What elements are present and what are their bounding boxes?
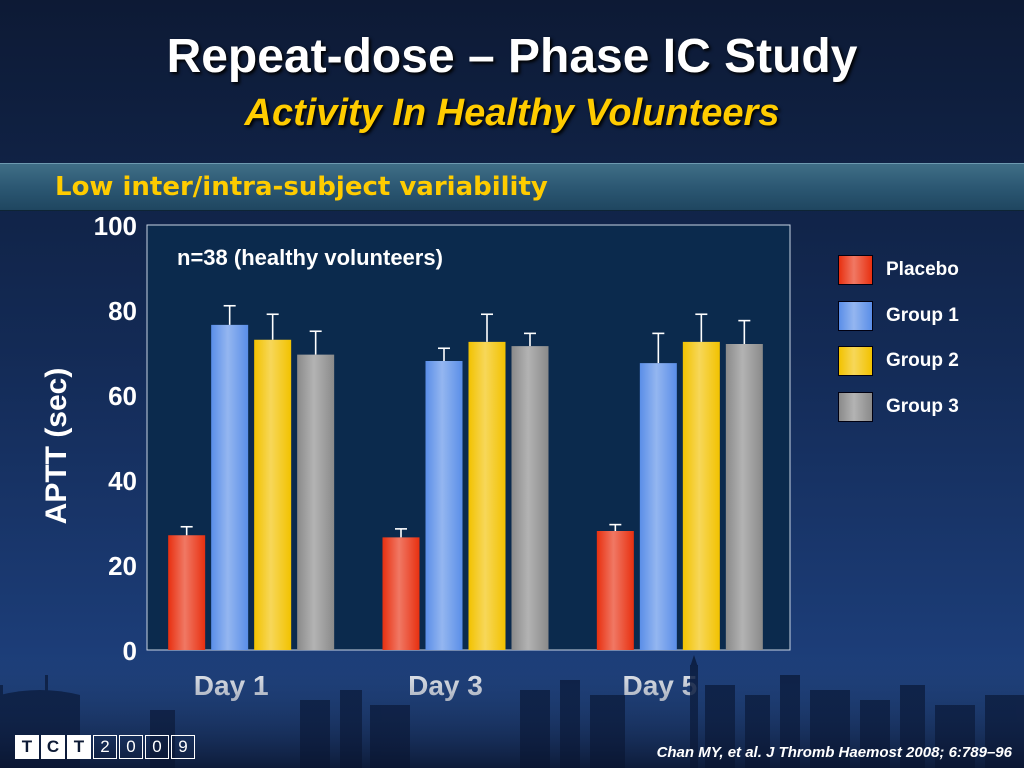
bar-group-1	[425, 361, 463, 650]
legend-label-placebo: Placebo	[886, 259, 959, 280]
legend-swatch-group-3	[838, 391, 873, 422]
legend-swatch-group-1	[838, 300, 873, 331]
y-tick-label: 60	[108, 381, 137, 411]
legend-label-group-2: Group 2	[886, 350, 959, 371]
subtitle-band: Low inter/intra-subject variability	[0, 163, 1024, 211]
bar-group-2	[254, 339, 292, 650]
chart-annotation: n=38 (healthy volunteers)	[177, 245, 443, 270]
citation: Chan MY, et al. J Thromb Haemost 2008; 6…	[656, 744, 1012, 761]
city-skyline-image	[0, 655, 1024, 768]
bar-group-3	[297, 354, 335, 650]
bar-placebo	[168, 535, 206, 650]
y-axis-label: APTT (sec)	[40, 368, 73, 525]
y-tick-label: 20	[108, 551, 137, 581]
logo-digit: 9	[171, 735, 195, 759]
bar-group-2	[468, 341, 506, 650]
bar-group-3	[511, 346, 549, 650]
logo-letter: C	[41, 735, 65, 759]
slide-title: Repeat-dose – Phase IC Study	[166, 30, 858, 83]
legend-item-placebo: Placebo	[838, 255, 1008, 285]
chart-legend: Placebo Group 1 Group 2 Group 3	[838, 255, 1008, 437]
legend-item-group-3: Group 3	[838, 391, 1008, 422]
slide-subtitle: Activity In Healthy Volunteers	[244, 92, 780, 134]
band-text: Low inter/intra-subject variability	[55, 172, 548, 202]
logo-digit: 2	[93, 735, 117, 759]
legend-swatch-group-2	[838, 346, 873, 376]
logo-digit: 0	[145, 735, 169, 759]
bar-placebo	[596, 531, 634, 650]
y-tick-label: 80	[108, 296, 137, 326]
legend-swatch-placebo	[838, 255, 873, 285]
bar-group-1	[211, 324, 249, 650]
bar-group-1	[639, 363, 677, 650]
y-tick-label: 100	[94, 215, 137, 241]
legend-label-group-1: Group 1	[886, 304, 959, 326]
legend-label-group-3: Group 3	[886, 395, 959, 417]
bar-group-3	[725, 344, 763, 650]
bar-group-2	[682, 341, 720, 650]
y-tick-label: 40	[108, 466, 137, 496]
logo-letter: T	[67, 735, 91, 759]
bar-placebo	[382, 537, 420, 650]
legend-item-group-1: Group 1	[838, 300, 1008, 331]
legend-item-group-2: Group 2	[838, 346, 1008, 376]
logo-digit: 0	[119, 735, 143, 759]
logo-letter: T	[15, 735, 39, 759]
